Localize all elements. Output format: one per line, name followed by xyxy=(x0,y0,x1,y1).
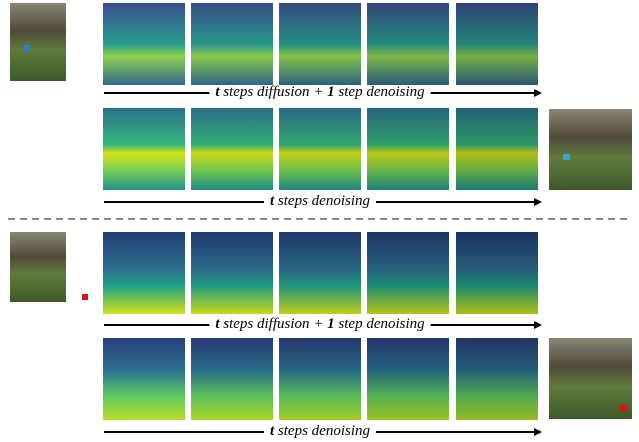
heatmap-shade xyxy=(279,232,361,314)
figure: t steps diffusion + 1 step denoising t st… xyxy=(0,0,639,442)
label-part: step denoising xyxy=(335,316,425,332)
heatmap-shade xyxy=(367,108,449,190)
arrow-label: t steps denoising xyxy=(270,193,371,209)
heatmap-shade xyxy=(456,338,538,420)
label-part: 1 xyxy=(327,316,335,332)
label-part: 1 xyxy=(327,84,335,100)
label-part: steps diffusion + xyxy=(220,316,328,332)
heatmap-shade xyxy=(279,338,361,420)
heatmap-shade xyxy=(279,3,361,85)
output-image xyxy=(549,338,632,419)
arrow-head xyxy=(534,89,542,97)
label-part: steps denoising xyxy=(274,423,370,439)
output-marker xyxy=(620,405,627,411)
arrow-head xyxy=(534,428,542,436)
heatmap-shade xyxy=(456,3,538,85)
query-marker xyxy=(24,45,30,51)
label-part: step denoising xyxy=(335,84,425,100)
heatmap-shade xyxy=(191,3,273,85)
arrow-head xyxy=(534,321,542,329)
label-part: steps diffusion + xyxy=(220,84,328,100)
arrow-label: t steps diffusion + 1 step denoising xyxy=(215,316,425,332)
heatmap-shade xyxy=(367,338,449,420)
arrow-head xyxy=(534,198,542,206)
heatmap-shade xyxy=(279,108,361,190)
heatmap-shade xyxy=(367,232,449,314)
heatmap-shade xyxy=(191,232,273,314)
label-part: steps denoising xyxy=(274,193,370,209)
arrow-label: t steps diffusion + 1 step denoising xyxy=(215,84,425,100)
query-marker xyxy=(82,294,88,300)
arrow-label: t steps denoising xyxy=(270,423,371,439)
output-image xyxy=(549,109,632,190)
output-marker xyxy=(563,154,570,160)
heatmap-shade xyxy=(191,338,273,420)
heatmap-shade xyxy=(456,232,538,314)
input-image xyxy=(10,232,66,302)
input-image xyxy=(10,3,66,81)
heatmap-shade xyxy=(456,108,538,190)
heatmap-shade xyxy=(367,3,449,85)
heatmap-shade xyxy=(191,108,273,190)
